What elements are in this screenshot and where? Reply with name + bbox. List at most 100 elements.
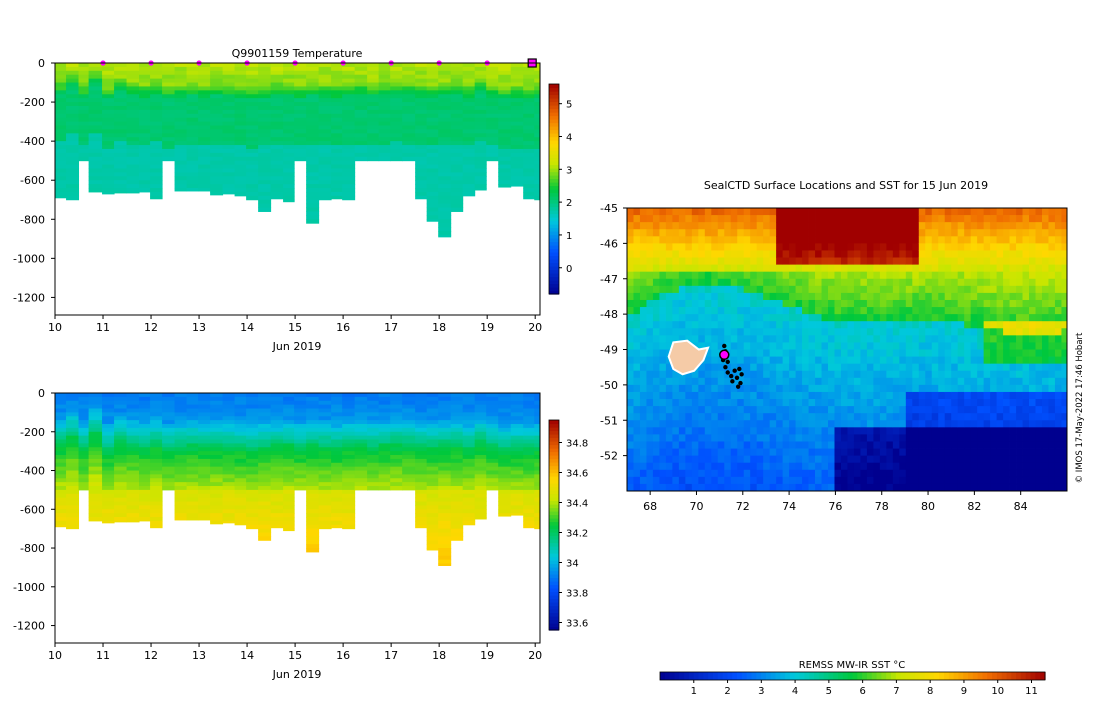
section-cell	[175, 79, 188, 83]
section-cell	[187, 478, 199, 482]
sst-cell	[834, 250, 841, 257]
sst-cell	[932, 449, 939, 456]
sst-cell	[834, 371, 841, 378]
sst-cell	[783, 293, 790, 300]
section-cell	[306, 416, 319, 420]
section-cell	[102, 168, 115, 172]
section-cell	[139, 67, 151, 71]
section-cell	[367, 436, 379, 440]
sst-cell	[770, 335, 777, 342]
colorbar-segment	[549, 490, 559, 494]
sst-cell	[919, 258, 926, 265]
sst-cell	[938, 300, 945, 307]
section-cell	[523, 459, 535, 463]
colorbar-segment	[549, 126, 559, 130]
sst-cell	[633, 215, 640, 222]
section-cell	[438, 71, 451, 75]
sst-cell	[783, 350, 790, 357]
section-cell	[187, 165, 199, 169]
section-cell	[319, 98, 332, 102]
sst-cell	[854, 371, 861, 378]
sst-cell	[685, 406, 692, 413]
section-cell	[114, 67, 127, 71]
sst-cell	[659, 215, 666, 222]
section-cell	[246, 165, 259, 169]
section-cell	[258, 420, 271, 424]
section-cell	[175, 401, 188, 405]
sst-cell	[640, 300, 647, 307]
section-cell	[246, 393, 259, 397]
section-cell	[235, 98, 247, 102]
sst-cell	[757, 243, 764, 250]
section-cell	[150, 161, 163, 165]
sst-cell	[951, 427, 958, 434]
sst-cell	[698, 399, 705, 406]
sst-cell	[847, 222, 854, 229]
sst-cell	[796, 236, 803, 243]
section-cell	[523, 133, 535, 137]
colorbar-segment	[549, 529, 559, 533]
sst-cell	[789, 434, 796, 441]
sst-cell	[757, 272, 764, 279]
sst-cell	[789, 427, 796, 434]
section-cell	[79, 397, 90, 401]
sst-cell	[796, 279, 803, 286]
section-cell	[390, 467, 403, 471]
sst-cell	[906, 470, 913, 477]
sst-cell	[789, 420, 796, 427]
section-cell	[198, 98, 211, 102]
section-cell	[198, 122, 211, 126]
section-cell	[114, 455, 127, 459]
section-cell	[294, 157, 307, 161]
section-cell	[79, 447, 90, 451]
sst-cell	[633, 413, 640, 420]
section-cell	[342, 118, 355, 122]
section-cell	[367, 98, 379, 102]
sst-cell	[640, 258, 647, 265]
sst-cell	[711, 406, 718, 413]
sst-cell	[802, 434, 809, 441]
section-cell	[451, 494, 464, 498]
section-cell	[89, 440, 103, 444]
section-cell	[379, 409, 391, 413]
section-cell	[463, 110, 476, 114]
section-cell	[415, 168, 427, 172]
sst-cell	[912, 250, 919, 257]
section-cell	[486, 75, 499, 79]
sst-cell	[750, 385, 757, 392]
section-cell	[187, 67, 199, 71]
section-cell	[114, 494, 127, 498]
colorbar-segment	[549, 448, 559, 452]
section-cell	[55, 428, 67, 432]
sst-cell	[834, 434, 841, 441]
section-cell	[162, 412, 175, 416]
section-cell	[427, 67, 439, 71]
section-cell	[235, 517, 247, 521]
colorbar-segment	[549, 109, 559, 113]
sst-cell	[763, 307, 770, 314]
sst-cell	[640, 406, 647, 413]
section-cell	[246, 176, 259, 180]
sst-cell	[899, 406, 906, 413]
sst-cell	[847, 328, 854, 335]
sst-cell	[640, 265, 647, 272]
section-cell	[55, 509, 67, 513]
section-cell	[451, 133, 464, 137]
section-cell	[331, 149, 343, 153]
sst-cell	[912, 342, 919, 349]
sst-cell	[906, 420, 913, 427]
sst-cell	[737, 441, 744, 448]
colorbar-segment	[549, 270, 559, 274]
sst-cell	[776, 385, 783, 392]
section-cell	[438, 215, 451, 219]
sst-cell	[822, 243, 829, 250]
sst-cell	[867, 208, 874, 215]
section-cell	[102, 471, 115, 475]
section-cell	[198, 94, 211, 98]
section-cell	[150, 94, 163, 98]
section-cell	[139, 129, 151, 133]
section-cell	[223, 75, 236, 79]
section-cell	[235, 521, 247, 525]
section-cell	[511, 75, 524, 79]
sst-cell	[809, 293, 816, 300]
